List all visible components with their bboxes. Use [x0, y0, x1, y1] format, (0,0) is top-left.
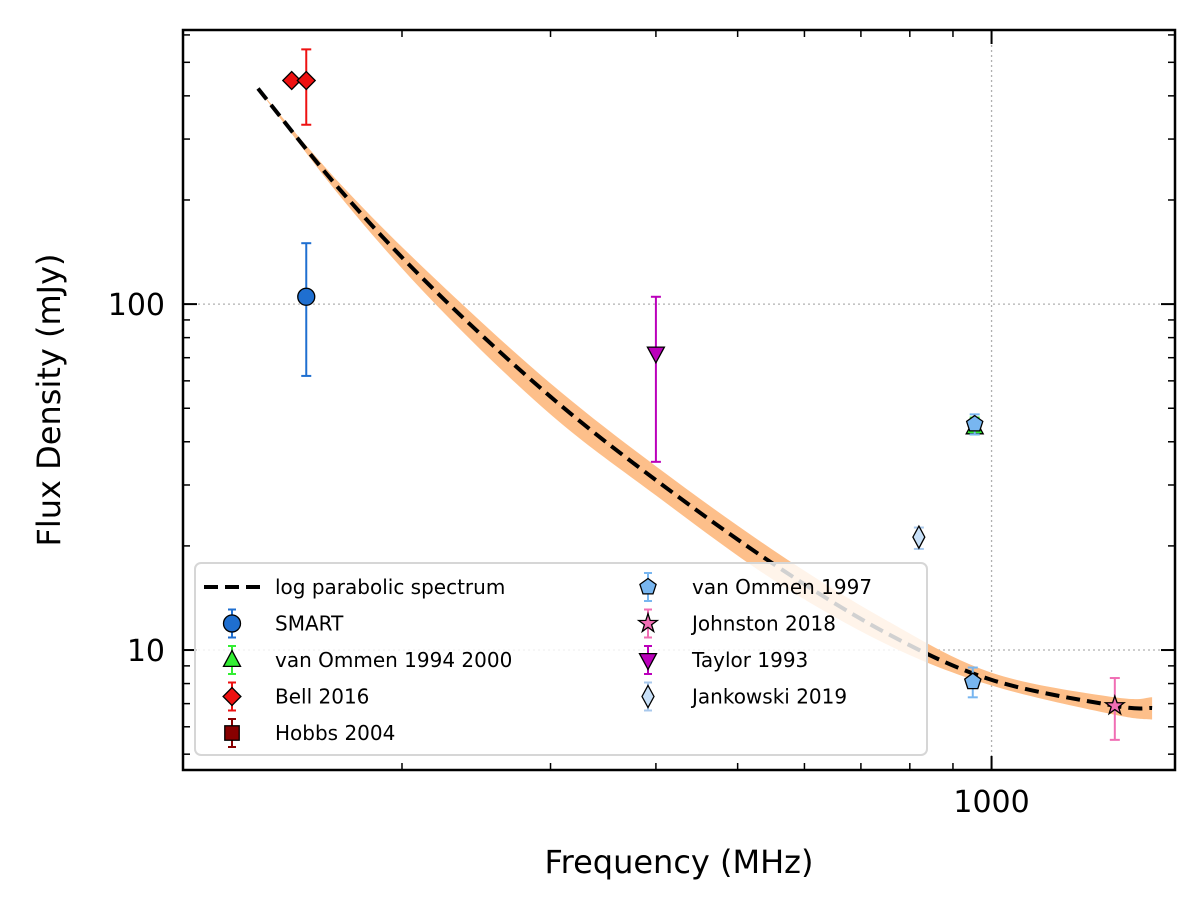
legend-marker [636, 611, 660, 634]
y-axis-label: Flux Density (mJy) [30, 253, 68, 546]
data-point [912, 524, 926, 550]
legend-label: van Ommen 1997 [692, 575, 872, 599]
data-point [963, 672, 982, 690]
legend-entry: log parabolic spectrum [204, 575, 505, 599]
y-tick-label: 100 [108, 288, 165, 323]
legend-entry: Bell 2016 [222, 681, 369, 712]
legend-entry: Hobbs 2004 [224, 718, 395, 748]
fit-line-layer [256, 87, 1153, 711]
legend-label: Jankowski 2019 [690, 685, 847, 709]
legend-label: van Ommen 1994 2000 [275, 648, 512, 672]
legend-marker [641, 684, 655, 709]
legend-label: SMART [275, 612, 344, 636]
data-point [1103, 693, 1127, 716]
legend-label: Bell 2016 [275, 685, 369, 709]
legend-label: Taylor 1993 [691, 648, 808, 672]
legend-entry: Taylor 1993 [638, 645, 808, 675]
data-point [965, 414, 984, 432]
legend-entry: van Ommen 1994 2000 [222, 645, 512, 675]
legend-marker [224, 725, 240, 741]
legend: log parabolic spectrum SMART van Ommen 199… [194, 562, 928, 756]
legend-entry: Jankowski 2019 [641, 681, 847, 712]
legend-label: log parabolic spectrum [275, 575, 505, 599]
legend-entry: van Ommen 1997 [639, 572, 872, 602]
fit-line [256, 87, 1153, 711]
x-axis-label: Frequency (MHz) [545, 843, 814, 881]
legend-marker [638, 652, 658, 671]
legend-marker [639, 577, 657, 595]
legend-label: Johnston 2018 [690, 612, 836, 636]
legend-entry: SMART [222, 608, 344, 639]
data-point [297, 287, 316, 306]
plot-frame [181, 28, 1177, 772]
legend-marker [222, 614, 242, 633]
data-point [281, 70, 302, 91]
ticks-layer: 1000 10 100 [108, 30, 1175, 820]
legend-label: Hobbs 2004 [275, 721, 395, 745]
data-point [646, 346, 666, 365]
legend-entry: Johnston 2018 [636, 608, 836, 639]
legend-frame [194, 562, 928, 756]
x-tick-label: 1000 [953, 785, 1029, 820]
legend-marker [222, 649, 242, 668]
data-point [296, 70, 317, 91]
data-points-layer [281, 48, 1127, 741]
y-tick-label: 10 [127, 634, 165, 669]
legend-marker [222, 686, 242, 707]
